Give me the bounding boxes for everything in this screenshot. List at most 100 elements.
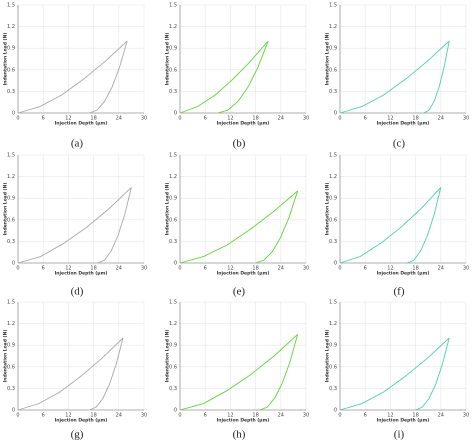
curve	[339, 40, 450, 114]
x-axis-label: Injection Depth (μm)	[217, 418, 270, 424]
x-tick-label: 0	[16, 116, 19, 122]
caption: (h)	[233, 429, 246, 441]
x-tick-label: 30	[141, 266, 147, 272]
chart-panel: 0 0.3 0.6 0.9 1.2 1.5 0 6 12 18 24 30 Injection Dept…	[3, 300, 148, 424]
x-tick-label: 18	[412, 116, 418, 122]
caption: (i)	[394, 429, 405, 441]
y-tick-label: 0.3	[7, 386, 15, 392]
x-tick-label: 30	[463, 413, 469, 419]
x-tick-label: 18	[252, 116, 258, 122]
y-tick-label: 0.6	[7, 67, 15, 73]
x-tick-label: 24	[438, 266, 444, 272]
chart-panel: 0 0.3 0.6 0.9 1.2 1.5 0 6 12 18 24 30 Injection Dept…	[165, 3, 310, 127]
x-tick-label: 18	[252, 266, 258, 272]
caption: (f)	[394, 286, 405, 298]
x-tick-label: 12	[227, 116, 233, 122]
chart-panel: 0 0.3 0.6 0.9 1.2 1.5 0 6 12 18 24 30 Injection Dept…	[325, 3, 470, 127]
x-tick-label: 12	[227, 413, 233, 419]
y-tick-label: 0.9	[329, 196, 337, 202]
x-tick-label: 24	[278, 413, 284, 419]
x-tick-label: 12	[387, 116, 393, 122]
y-tick-label: 1.5	[169, 3, 177, 9]
x-tick-label: 24	[438, 413, 444, 419]
caption: (e)	[233, 286, 246, 298]
x-tick-label: 18	[90, 413, 96, 419]
x-tick-label: 6	[42, 413, 45, 419]
y-axis-label: Indentation Load (N)	[3, 33, 9, 86]
x-tick-label: 18	[90, 266, 96, 272]
y-tick-label: 1.2	[7, 24, 15, 30]
x-tick-label: 18	[252, 413, 258, 419]
x-axis-label: Injection Depth (μm)	[217, 121, 270, 127]
curve	[423, 40, 450, 114]
curve	[415, 337, 450, 411]
x-tick-label: 24	[116, 266, 122, 272]
curve	[179, 334, 298, 411]
caption: (d)	[71, 286, 84, 298]
x-tick-label: 24	[278, 266, 284, 272]
x-tick-label: 12	[65, 413, 71, 419]
y-axis-label: Indentation Load (N)	[325, 183, 331, 236]
y-tick-label: 1.2	[329, 24, 337, 30]
x-axis-label: Injection Depth (μm)	[55, 271, 108, 277]
curve	[89, 337, 124, 411]
y-tick-label: 1.5	[169, 153, 177, 159]
curve	[217, 40, 269, 114]
x-tick-label: 0	[178, 266, 181, 272]
y-tick-label: 0.3	[329, 89, 337, 95]
x-tick-label: 30	[303, 266, 309, 272]
x-tick-label: 30	[303, 413, 309, 419]
y-tick-label: 1.2	[7, 321, 15, 327]
x-tick-label: 24	[116, 116, 122, 122]
x-tick-label: 6	[364, 266, 367, 272]
y-axis-label: Indentation Load (N)	[325, 33, 331, 86]
chart-panel: 0 0.3 0.6 0.9 1.2 1.5 0 6 12 18 24 30 Injection Dept…	[325, 300, 470, 424]
y-tick-label: 0.9	[329, 46, 337, 52]
y-tick-label: 0.3	[169, 89, 177, 95]
x-tick-label: 12	[227, 266, 233, 272]
x-tick-label: 6	[204, 116, 207, 122]
y-tick-label: 0.3	[329, 239, 337, 245]
y-tick-label: 1.2	[329, 321, 337, 327]
y-tick-label: 0	[12, 408, 15, 414]
x-tick-label: 18	[412, 266, 418, 272]
curve	[255, 190, 299, 264]
y-axis-label: Indentation Load (N)	[165, 183, 171, 236]
x-tick-label: 18	[90, 116, 96, 122]
x-tick-label: 0	[338, 266, 341, 272]
x-tick-label: 30	[141, 413, 147, 419]
x-tick-label: 30	[303, 116, 309, 122]
x-axis-label: Injection Depth (μm)	[377, 121, 430, 127]
y-tick-label: 0.6	[7, 364, 15, 370]
x-tick-label: 0	[16, 413, 19, 419]
y-tick-label: 0.3	[329, 386, 337, 392]
y-tick-label: 1.2	[329, 174, 337, 180]
y-tick-label: 0.6	[329, 364, 337, 370]
curve	[259, 334, 299, 411]
y-tick-label: 0.9	[169, 46, 177, 52]
y-axis-label: Indentation Load (N)	[165, 330, 171, 383]
x-tick-label: 6	[42, 266, 45, 272]
curve	[179, 190, 298, 264]
y-tick-label: 0	[12, 111, 15, 117]
x-axis-label: Injection Depth (μm)	[217, 271, 270, 277]
x-axis-label: Injection Depth (μm)	[377, 418, 430, 424]
x-tick-label: 30	[463, 266, 469, 272]
chart-panel: 0 0.3 0.6 0.9 1.2 1.5 0 6 12 18 24 30 Injection Dept…	[3, 153, 148, 277]
y-tick-label: 0.9	[7, 343, 15, 349]
caption: (c)	[393, 138, 406, 150]
x-tick-label: 24	[438, 116, 444, 122]
x-tick-label: 24	[116, 413, 122, 419]
y-tick-label: 0.9	[169, 196, 177, 202]
x-tick-label: 6	[364, 116, 367, 122]
x-tick-label: 6	[204, 413, 207, 419]
curve	[339, 187, 442, 264]
y-tick-label: 0.6	[169, 67, 177, 73]
y-tick-label: 0	[174, 261, 177, 267]
y-tick-label: 1.5	[7, 153, 15, 159]
y-tick-label: 1.2	[7, 174, 15, 180]
y-tick-label: 0.6	[7, 217, 15, 223]
y-tick-label: 0.6	[329, 67, 337, 73]
x-tick-label: 6	[364, 413, 367, 419]
